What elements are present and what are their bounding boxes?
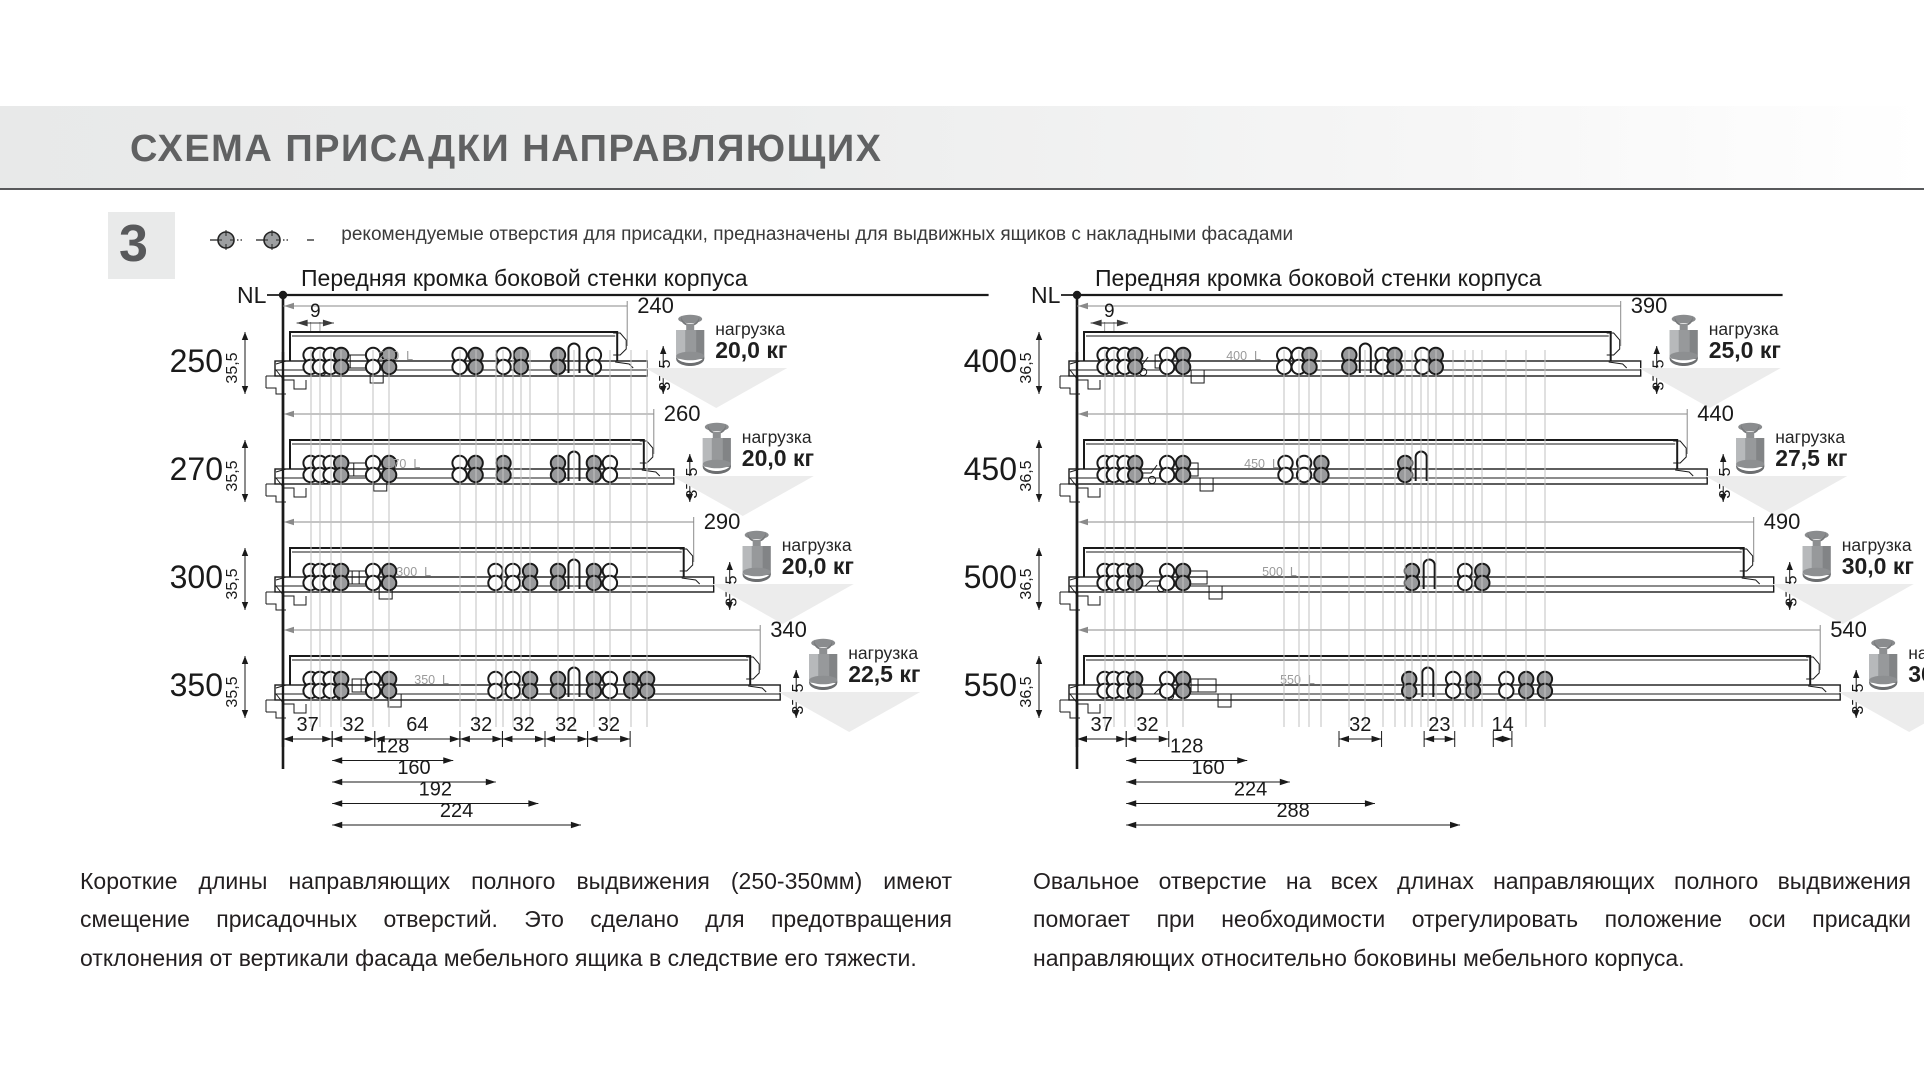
svg-text:Передняя кромка боковой стенки: Передняя кромка боковой стенки корпуса — [1095, 265, 1542, 291]
svg-text:540: 540 — [1830, 617, 1867, 642]
svg-text:32: 32 — [598, 714, 620, 736]
svg-text:288: 288 — [1276, 800, 1309, 822]
svg-text:160: 160 — [1191, 757, 1224, 779]
svg-text:36,5: 36,5 — [1018, 676, 1035, 707]
svg-text:нагрузка: нагрузка — [1908, 643, 1924, 663]
svg-text:128: 128 — [376, 736, 409, 758]
svg-text:NL: NL — [1031, 282, 1061, 308]
svg-text:Передняя кромка боковой стенки: Передняя кромка боковой стенки корпуса — [301, 265, 748, 291]
svg-text:14: 14 — [1491, 714, 1513, 736]
svg-text:224: 224 — [1234, 779, 1267, 801]
svg-text:270: 270 — [170, 451, 223, 487]
svg-text:270 L: 270 L — [386, 457, 421, 471]
svg-text:224: 224 — [440, 800, 473, 822]
svg-text:36,5: 36,5 — [1018, 568, 1035, 599]
svg-text:20,0 кг: 20,0 кг — [742, 445, 814, 471]
svg-text:260: 260 — [664, 401, 701, 426]
svg-text:32: 32 — [513, 714, 535, 736]
svg-text:нагрузка: нагрузка — [715, 319, 785, 339]
svg-text:390: 390 — [1631, 293, 1668, 318]
svg-text:23: 23 — [1428, 714, 1450, 736]
svg-text:250: 250 — [170, 343, 223, 379]
svg-text:нагрузка: нагрузка — [848, 643, 918, 663]
svg-text:36,5: 36,5 — [1018, 460, 1035, 491]
svg-text:250 L: 250 L — [378, 349, 413, 363]
svg-text:нагрузка: нагрузка — [742, 427, 812, 447]
svg-text:NL: NL — [237, 282, 267, 308]
svg-text:290: 290 — [704, 509, 741, 534]
svg-text:37: 37 — [1090, 714, 1112, 736]
svg-text:32: 32 — [342, 714, 364, 736]
svg-text:нагрузка: нагрузка — [1709, 319, 1779, 339]
svg-text:64: 64 — [406, 714, 428, 736]
svg-text:400 L: 400 L — [1226, 349, 1261, 363]
svg-text:35,5: 35,5 — [224, 460, 241, 491]
svg-text:35,5: 35,5 — [224, 352, 241, 383]
svg-text:37: 37 — [296, 714, 318, 736]
svg-text:35,5: 35,5 — [224, 568, 241, 599]
svg-text:550 L: 550 L — [1280, 673, 1315, 687]
svg-text:30,0 кг: 30,0 кг — [1842, 553, 1914, 579]
svg-text:350: 350 — [170, 667, 223, 703]
svg-text:440: 440 — [1697, 401, 1734, 426]
svg-text:9: 9 — [1104, 301, 1115, 322]
svg-text:нагрузка: нагрузка — [782, 535, 852, 555]
svg-text:350 L: 350 L — [414, 673, 449, 687]
svg-text:400: 400 — [964, 343, 1017, 379]
svg-text:340: 340 — [770, 617, 807, 642]
svg-text:450: 450 — [964, 451, 1017, 487]
svg-text:22,5 кг: 22,5 кг — [848, 661, 920, 687]
svg-text:550: 550 — [964, 667, 1017, 703]
svg-text:20,0 кг: 20,0 кг — [782, 553, 854, 579]
svg-text:9: 9 — [310, 301, 321, 322]
svg-text:32: 32 — [470, 714, 492, 736]
svg-text:35,5: 35,5 — [224, 676, 241, 707]
svg-text:20,0 кг: 20,0 кг — [715, 337, 787, 363]
svg-text:128: 128 — [1170, 736, 1203, 758]
svg-text:490: 490 — [1764, 509, 1801, 534]
svg-text:32: 32 — [1349, 714, 1371, 736]
svg-text:27,5 кг: 27,5 кг — [1775, 445, 1847, 471]
svg-text:500 L: 500 L — [1262, 565, 1297, 579]
svg-text:36,5: 36,5 — [1018, 352, 1035, 383]
svg-text:300 L: 300 L — [396, 565, 431, 579]
svg-text:нагрузка: нагрузка — [1775, 427, 1845, 447]
svg-text:25,0 кг: 25,0 кг — [1709, 337, 1781, 363]
svg-text:160: 160 — [397, 757, 430, 779]
svg-text:32: 32 — [555, 714, 577, 736]
svg-text:нагрузка: нагрузка — [1842, 535, 1912, 555]
svg-text:30,0 кг: 30,0 кг — [1908, 661, 1924, 687]
svg-text:500: 500 — [964, 559, 1017, 595]
svg-text:450 L: 450 L — [1244, 457, 1279, 471]
svg-text:300: 300 — [170, 559, 223, 595]
svg-text:240: 240 — [637, 293, 674, 318]
svg-text:192: 192 — [419, 779, 452, 801]
svg-text:32: 32 — [1136, 714, 1158, 736]
